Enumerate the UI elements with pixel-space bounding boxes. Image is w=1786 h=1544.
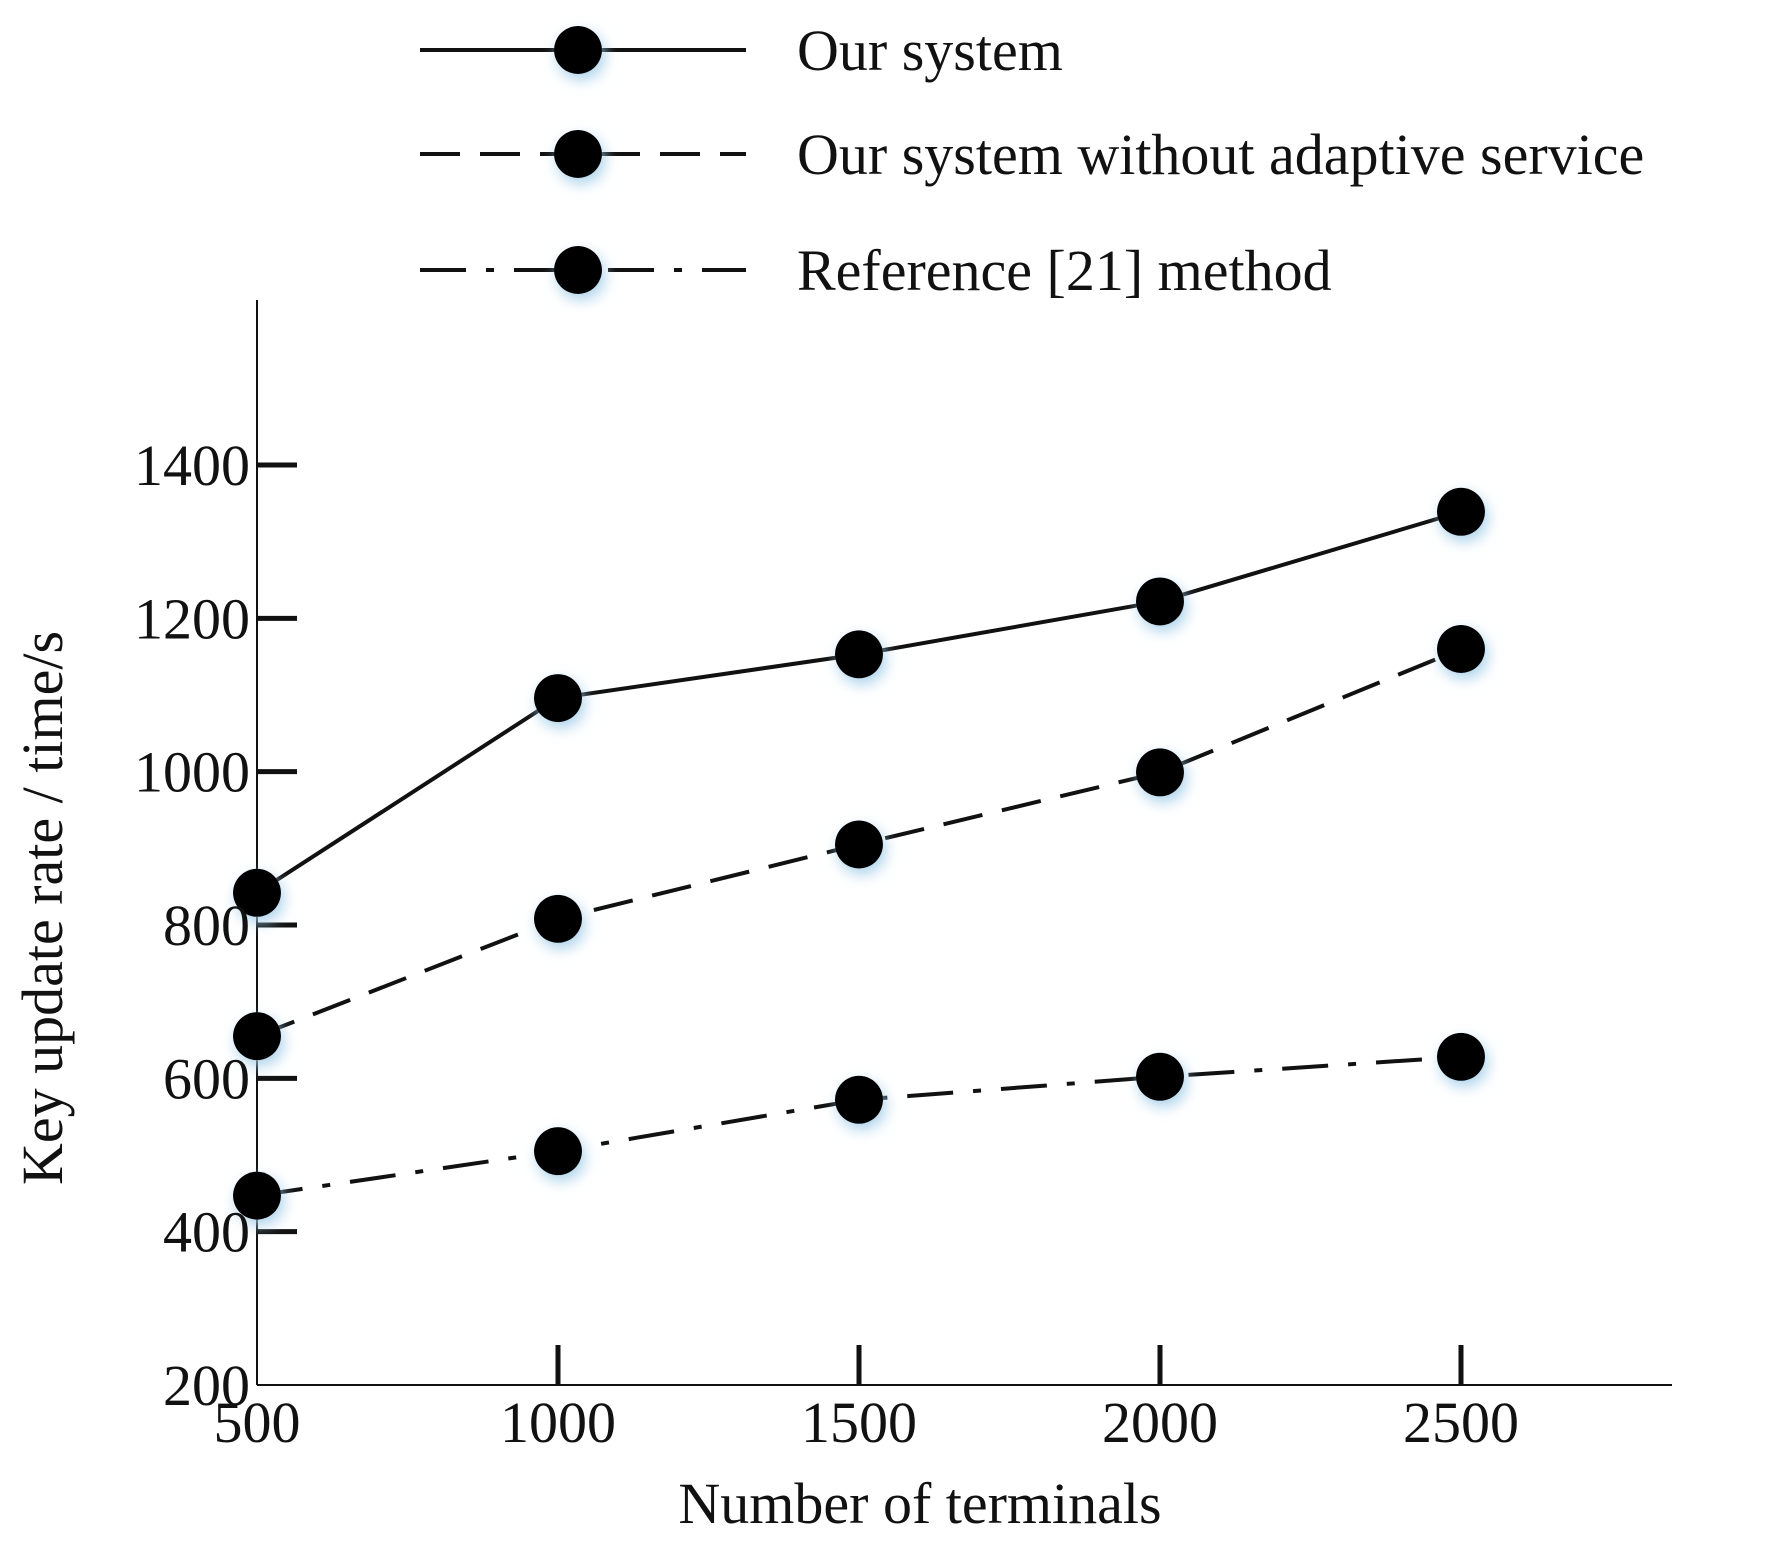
y-tick-label: 1200 <box>134 586 250 651</box>
y-axis-title: Key update rate / time/s <box>10 631 75 1185</box>
legend-label: Our system <box>797 18 1063 83</box>
legend-item-1: Our system <box>420 18 1063 83</box>
y-tick-label: 200 <box>163 1353 250 1418</box>
data-point <box>534 1127 582 1176</box>
y-tick-label: 800 <box>163 893 250 958</box>
data-point <box>534 674 582 723</box>
series-3 <box>233 1032 1485 1220</box>
data-point <box>1437 1032 1485 1081</box>
data-point <box>1136 577 1184 626</box>
legend-marker <box>554 26 602 74</box>
legend-item-3: Reference [21] method <box>420 238 1332 303</box>
legend-marker <box>554 130 602 178</box>
data-point <box>233 1171 281 1220</box>
data-point <box>835 1075 883 1124</box>
data-point <box>534 894 582 943</box>
data-point <box>835 630 883 679</box>
x-tick-label: 1000 <box>500 1390 616 1455</box>
data-point <box>1136 748 1184 797</box>
y-tick-label: 1000 <box>134 740 250 805</box>
x-axis-title: Number of terminals <box>678 1471 1161 1536</box>
legend-label: Our system without adaptive service <box>797 122 1644 187</box>
data-point <box>1136 1052 1184 1101</box>
legend-item-2: Our system without adaptive service <box>420 122 1644 187</box>
x-tick-label: 2000 <box>1102 1390 1218 1455</box>
data-point <box>233 1012 281 1061</box>
data-point <box>233 868 281 917</box>
data-point <box>835 820 883 869</box>
y-tick-label: 400 <box>163 1200 250 1265</box>
series-1 <box>233 487 1485 917</box>
data-point <box>1437 487 1485 536</box>
x-tick-label: 500 <box>214 1390 301 1455</box>
data-point <box>1437 625 1485 673</box>
x-tick-label: 2500 <box>1403 1390 1519 1455</box>
y-tick-label: 600 <box>163 1046 250 1111</box>
x-tick-label: 1500 <box>801 1390 917 1455</box>
y-tick-label: 1400 <box>134 433 250 498</box>
legend-marker <box>554 246 602 294</box>
legend-label: Reference [21] method <box>797 238 1332 303</box>
series-2 <box>233 625 1485 1061</box>
